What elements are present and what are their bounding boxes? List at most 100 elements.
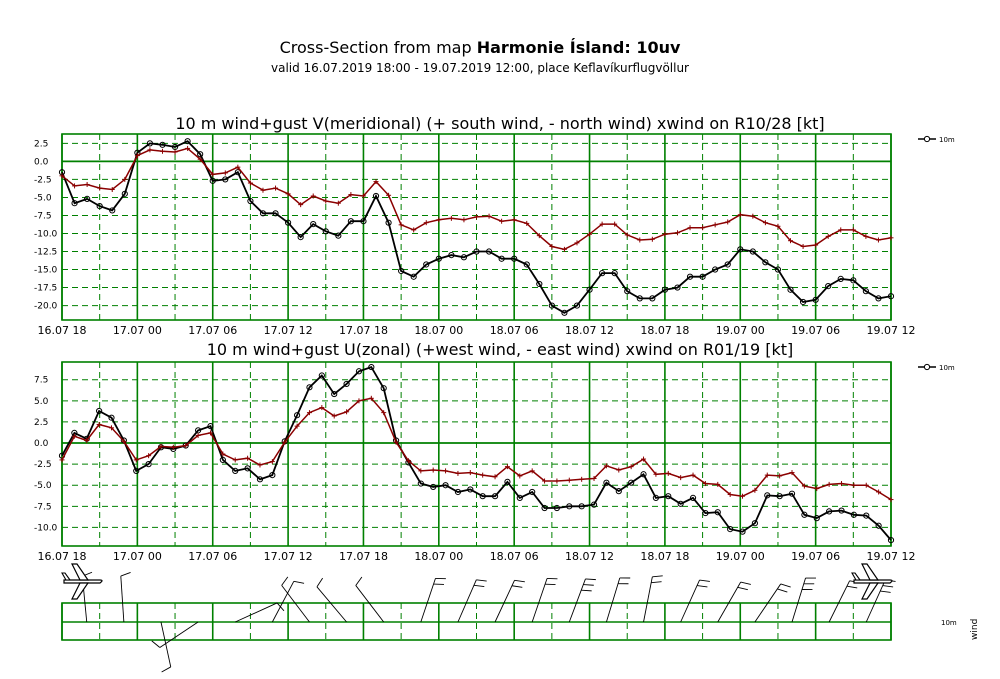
data-point: [762, 220, 768, 226]
chart-title-meridional: 10 m wind+gust V(meridional) (+ south wi…: [175, 114, 825, 133]
data-point: [517, 473, 523, 479]
wind-barb-staff: [120, 576, 125, 623]
x-tick-label: 18.07 12: [565, 550, 614, 563]
data-point: [360, 218, 367, 225]
data-point: [542, 478, 548, 484]
y-tick-label: 7.5: [34, 376, 48, 386]
y-tick-label: -2.5: [34, 175, 52, 185]
data-point: [442, 482, 449, 489]
data-point: [244, 465, 251, 472]
data-point: [863, 512, 870, 519]
data-point: [461, 217, 467, 223]
data-point: [549, 243, 555, 249]
wind-barb-staff: [235, 602, 278, 623]
data-point: [887, 293, 895, 300]
data-point: [207, 430, 213, 436]
data-point: [529, 488, 536, 496]
data-point: [373, 179, 379, 185]
data-point: [159, 141, 166, 148]
data-point: [146, 453, 152, 459]
data-point: [185, 145, 191, 151]
data-point: [121, 438, 127, 444]
data-point: [269, 459, 275, 465]
data-point: [561, 246, 567, 252]
page-title-bold: Harmonie Ísland: 10uv: [476, 38, 681, 57]
data-point: [554, 478, 560, 484]
legend-label: 10m: [939, 364, 955, 372]
data-point: [511, 217, 517, 223]
data-point: [195, 432, 201, 438]
data-point: [170, 444, 176, 450]
data-point: [486, 213, 492, 219]
x-tick-label: 16.07 18: [38, 550, 87, 563]
wind-barb-feather: [697, 585, 708, 588]
data-point: [398, 267, 405, 275]
data-point: [541, 504, 548, 512]
data-point: [473, 248, 480, 255]
data-point: [360, 193, 366, 199]
data-point: [467, 470, 473, 476]
data-point: [851, 482, 857, 488]
data-point: [739, 528, 746, 535]
y-tick-label: 0.0: [34, 439, 49, 449]
data-point: [599, 221, 605, 227]
plane-tail: [61, 572, 72, 581]
data-point: [297, 233, 304, 241]
x-tick-label: 16.07 18: [38, 324, 87, 337]
data-point: [888, 235, 894, 241]
data-point: [511, 255, 518, 262]
wind-barb-feather: [281, 576, 289, 586]
data-point: [184, 138, 191, 145]
data-point: [285, 191, 291, 197]
data-point: [84, 181, 90, 187]
data-point: [641, 456, 647, 462]
data-point: [335, 232, 342, 239]
data-point: [343, 380, 350, 388]
data-point: [347, 218, 354, 225]
wind-barb-feather: [846, 585, 858, 589]
data-point: [774, 266, 782, 273]
data-point: [603, 463, 609, 469]
data-point: [319, 405, 325, 411]
y-tick-label: -10.0: [34, 229, 58, 239]
data-point: [430, 467, 436, 473]
y-tick-label: -5.0: [34, 481, 52, 491]
data-point: [498, 255, 505, 262]
y-tick-label: 2.5: [34, 418, 48, 428]
x-tick-label: 17.07 12: [264, 550, 313, 563]
data-point: [323, 198, 329, 204]
data-point: [318, 372, 325, 379]
legend-label: 10m: [939, 136, 955, 144]
wind-barb-feather: [737, 586, 748, 591]
data-point: [887, 536, 895, 544]
x-tick-label: 18.07 06: [490, 550, 539, 563]
data-point: [636, 295, 643, 302]
data-point: [875, 295, 882, 302]
wind-barb-feather: [151, 640, 161, 648]
wind-barb-feather: [355, 576, 363, 586]
data-point: [624, 232, 630, 238]
data-point: [398, 222, 404, 228]
y-tick-label: 0.0: [34, 157, 49, 167]
data-point: [455, 470, 461, 476]
wind-barb-feather: [583, 584, 594, 586]
x-tick-label: 17.07 00: [113, 550, 162, 563]
data-point: [628, 479, 635, 486]
data-point: [71, 200, 78, 207]
data-point: [504, 478, 511, 485]
data-point: [599, 270, 606, 277]
data-point: [825, 233, 831, 239]
airplane-icon: [61, 563, 103, 600]
data-point: [499, 218, 505, 224]
data-point: [799, 298, 807, 306]
wind-axis-label: wind: [970, 619, 980, 640]
data-point: [417, 480, 424, 487]
data-point: [862, 288, 869, 295]
data-point: [147, 147, 153, 153]
barb-frame: [61, 602, 892, 641]
data-point: [649, 295, 656, 302]
data-point: [411, 227, 417, 233]
data-point: [282, 439, 288, 445]
data-point: [652, 494, 660, 501]
data-point: [776, 493, 783, 500]
